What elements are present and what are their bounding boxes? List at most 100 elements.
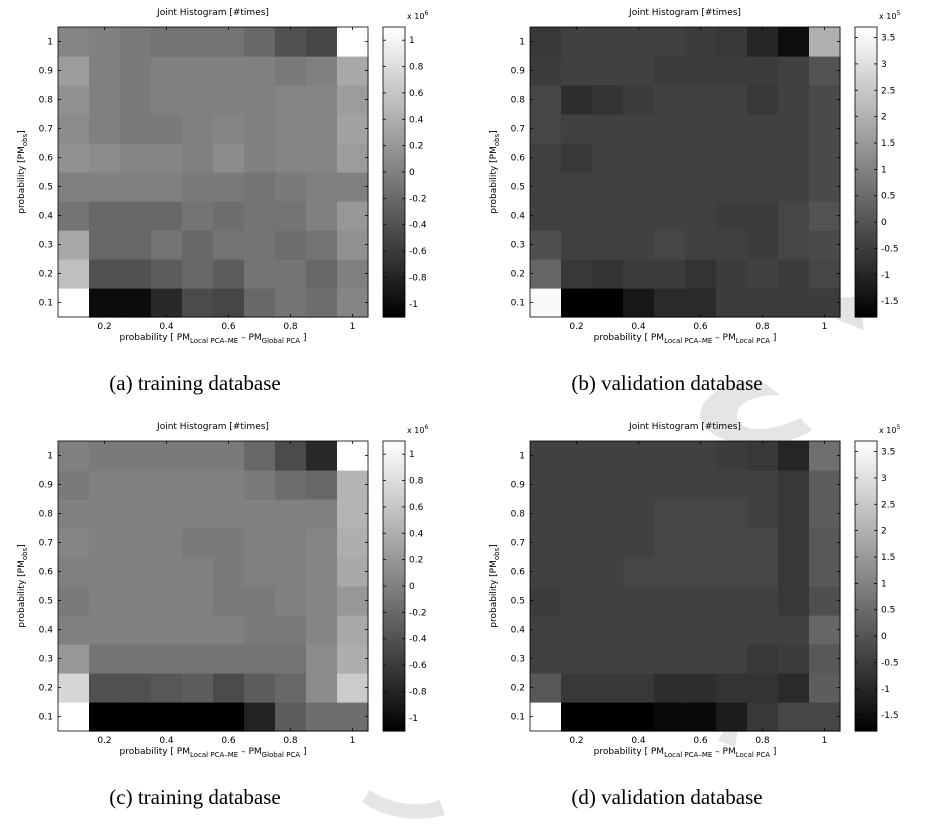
- colorbar-swatch: [855, 136, 877, 141]
- colorbar-tick-label: 2: [881, 527, 887, 537]
- colorbar-swatch: [383, 690, 405, 695]
- heatmap-cell: [623, 644, 655, 674]
- heatmap-cell: [592, 230, 624, 260]
- colorbar-swatch: [855, 63, 877, 68]
- heatmap-cell: [182, 673, 214, 703]
- y-tick-label: 0.5: [511, 597, 525, 607]
- heatmap-cell: [306, 230, 338, 260]
- heatmap-cell: [530, 673, 562, 703]
- colorbar-swatch: [383, 263, 405, 268]
- y-tick-label: 0.8: [39, 96, 54, 106]
- heatmap-cell: [747, 85, 779, 115]
- colorbar-swatch: [855, 299, 877, 304]
- heatmap-cell: [306, 528, 338, 558]
- heatmap-cell: [182, 201, 214, 231]
- colorbar-swatch: [855, 163, 877, 168]
- colorbar-swatch: [855, 595, 877, 600]
- colorbar-swatch: [383, 136, 405, 141]
- y-axis-label-part: ]: [17, 130, 27, 134]
- heatmap-cell: [182, 615, 214, 645]
- heatmap-cell: [561, 470, 593, 500]
- heatmap-cell: [685, 85, 717, 115]
- colorbar-swatch: [855, 527, 877, 532]
- y-tick-label: 0.6: [511, 154, 526, 164]
- colorbar-swatch: [383, 281, 405, 286]
- heatmap-cell: [275, 230, 307, 260]
- colorbar-swatch: [855, 591, 877, 596]
- x-axis-label: probability [ PMLocal PCA–ME – PMLocal P…: [594, 747, 777, 759]
- colorbar-swatch: [383, 131, 405, 136]
- heatmap-cell: [337, 85, 369, 115]
- colorbar-swatch: [855, 32, 877, 37]
- colorbar-tick-label: 0.6: [409, 503, 424, 513]
- colorbar-swatch: [383, 677, 405, 682]
- heatmap-cell: [337, 230, 369, 260]
- colorbar-swatch: [383, 167, 405, 172]
- colorbar-swatch: [855, 581, 877, 586]
- colorbar-swatch: [383, 636, 405, 641]
- heatmap-cell: [151, 230, 183, 260]
- heatmap-cell: [213, 143, 245, 173]
- colorbar-swatch: [855, 235, 877, 240]
- heatmap-cell: [120, 56, 152, 86]
- colorbar-swatch: [383, 672, 405, 677]
- heatmap-cell: [778, 85, 810, 115]
- colorbar-swatch: [383, 45, 405, 50]
- colorbar-swatch: [855, 122, 877, 127]
- heatmap-cell: [120, 557, 152, 587]
- heatmap-cell: [120, 85, 152, 115]
- heatmap-cell: [244, 259, 276, 289]
- colorbar-swatch: [855, 686, 877, 691]
- heatmap-cell: [182, 114, 214, 144]
- colorbar-swatch: [855, 86, 877, 91]
- colorbar-swatch: [855, 149, 877, 154]
- colorbar-tick-label: 0: [881, 218, 887, 228]
- heatmap-cell: [182, 470, 214, 500]
- x-axis-label: probability [ PMLocal PCA–ME – PMLocal P…: [594, 333, 777, 345]
- colorbar-tick-label: 0.8: [409, 63, 424, 73]
- heatmap-cell: [213, 230, 245, 260]
- colorbar-swatch: [855, 663, 877, 668]
- colorbar-swatch: [383, 158, 405, 163]
- colorbar-swatch: [383, 308, 405, 313]
- heatmap-cell: [151, 557, 183, 587]
- y-tick-label: 0.6: [39, 154, 54, 164]
- colorbar-tick-label: 0.5: [881, 192, 895, 202]
- heatmap-cell: [685, 441, 717, 471]
- chart-title: Joint Histogram [#times]: [628, 8, 741, 18]
- heatmap-cell: [716, 114, 748, 144]
- colorbar-tick-label: -0.8: [409, 687, 427, 697]
- colorbar-tick-label: 3.5: [881, 448, 895, 458]
- colorbar-swatch: [855, 41, 877, 46]
- colorbar-swatch: [383, 95, 405, 100]
- heatmap-cell: [530, 441, 562, 471]
- colorbar-swatch: [383, 663, 405, 668]
- x-axis-label-part: probability [ PM: [594, 747, 664, 757]
- heatmap-cell: [275, 586, 307, 616]
- y-axis-label-part: obs: [21, 547, 29, 560]
- heatmap-cell: [747, 143, 779, 173]
- colorbar-swatch: [855, 231, 877, 236]
- heatmap-cell: [244, 230, 276, 260]
- colorbar-swatch: [855, 568, 877, 573]
- heatmap-cell: [306, 615, 338, 645]
- heatmap-cell: [244, 499, 276, 529]
- colorbar-swatch: [855, 523, 877, 528]
- heatmap-cell: [623, 230, 655, 260]
- heatmap-cell: [654, 557, 686, 587]
- heatmap-cell: [337, 27, 369, 57]
- heatmap-cell: [58, 644, 90, 674]
- colorbar-swatch: [855, 713, 877, 718]
- heatmap-cell: [592, 470, 624, 500]
- colorbar-tick-label: -0.2: [409, 608, 427, 618]
- heatmap-cell: [244, 114, 276, 144]
- heatmap-cell: [58, 143, 90, 173]
- heatmap-cell: [151, 499, 183, 529]
- heatmap-cell: [337, 201, 369, 231]
- heatmap-cell: [654, 441, 686, 471]
- heatmap-cell: [809, 644, 841, 674]
- colorbar-swatch: [383, 231, 405, 236]
- heatmap-cell: [275, 470, 307, 500]
- heatmap-cell: [809, 557, 841, 587]
